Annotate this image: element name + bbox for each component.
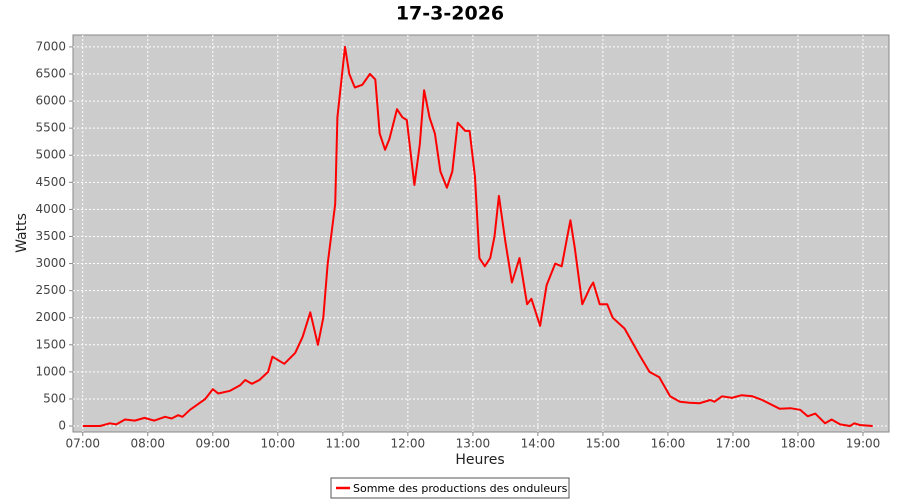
y-tick-label: 3000 [35,256,66,270]
y-tick-label: 5500 [35,121,66,135]
y-tick-label: 2000 [35,310,66,324]
plot-area [72,34,890,433]
x-tick-label: 11:00 [326,437,361,451]
x-tick-label: 18:00 [781,437,816,451]
y-tick-label: 1500 [35,337,66,351]
y-tick-label: 500 [43,391,66,405]
y-tick-label: 4000 [35,202,66,216]
x-tick-label: 15:00 [586,437,621,451]
line-series [82,45,873,427]
x-tick-label: 17:00 [716,437,751,451]
y-axis-label: Watts [14,213,30,253]
y-tick-label: 2500 [35,283,66,297]
x-tick-label: 07:00 [65,437,100,451]
x-tick-label: 12:00 [391,437,426,451]
x-tick-label: 16:00 [651,437,686,451]
x-tick-label: 09:00 [195,437,230,451]
y-tick-label: 0 [58,419,66,433]
y-tick-label: 4500 [35,175,66,189]
chart-title: 17-3-2026 [396,3,504,25]
y-tick-label: 7000 [35,39,66,53]
y-tick-label: 6500 [35,66,66,80]
x-tick-label: 13:00 [456,437,491,451]
y-tick-label: 1000 [35,364,66,378]
legend [330,477,570,499]
y-tick-label: 5000 [35,148,66,162]
x-tick-label: 10:00 [261,437,296,451]
y-tick-label: 6000 [35,94,66,108]
x-axis-label: Heures [455,452,504,468]
legend-label: Somme des productions des onduleurs [353,482,568,495]
x-tick-label: 19:00 [846,437,881,451]
x-tick-label: 14:00 [521,437,556,451]
x-tick-label: 08:00 [130,437,165,451]
y-tick-label: 3500 [35,229,66,243]
